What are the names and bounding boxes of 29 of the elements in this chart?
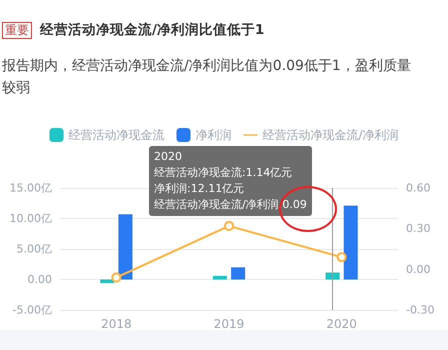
y2-tick-label: 0.60 — [406, 182, 430, 194]
bar — [118, 214, 132, 280]
y2-tick-label: 0.30 — [406, 222, 430, 236]
text: 重要 — [2, 22, 32, 38]
legend-label: 净利润 — [195, 128, 232, 142]
bar — [231, 267, 246, 280]
y2-tick-label: 0.00 — [406, 262, 430, 276]
x-tick-label: 2019 — [214, 317, 244, 331]
text: 经营活动净现金流:1.14亿元 — [154, 165, 294, 181]
x-tick-label: 2018 — [101, 317, 132, 331]
annotation: 净利润:12.11亿元 — [154, 181, 246, 197]
bar — [344, 206, 358, 280]
bar — [326, 272, 340, 280]
text: 2020 — [154, 149, 183, 165]
legend-label: 经营活动净现金流 — [68, 128, 164, 142]
y2-tick-label: -0.30 — [406, 304, 434, 316]
y-tick-label: 0.00 — [28, 273, 52, 286]
point — [224, 220, 234, 231]
legend-label: 经营活动净现金流/净利润 — [262, 128, 399, 142]
point — [111, 272, 122, 282]
chart-subtitle: 报告期内，经营活动净现金流/净利润比值为0.09低于1，盈利质量较弱 — [2, 57, 412, 98]
y-tick-label: -5.00亿 — [12, 304, 52, 316]
y-tick-label: 10.00亿 — [10, 212, 52, 225]
x-tick-label: 2020 — [326, 317, 357, 331]
bar — [212, 276, 227, 280]
y-tick-label: 15.00亿 — [10, 182, 52, 194]
point — [336, 252, 347, 262]
chart-title: 经营活动净现金流/净利润比值低于1 — [40, 21, 264, 39]
y-tick-label: 5.00亿 — [16, 242, 52, 256]
